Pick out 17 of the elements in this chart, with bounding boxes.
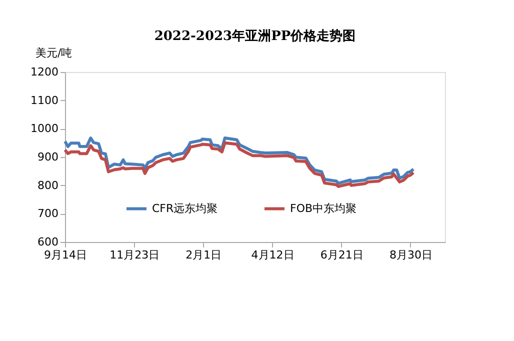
legend-label: FOB中东均聚 <box>290 202 357 215</box>
x-tick-label: 2月1日 <box>186 248 222 262</box>
y-tick-label: 700 <box>38 207 58 220</box>
y-tick-label: 900 <box>38 150 58 164</box>
x-tick-label: 6月21日 <box>320 248 364 262</box>
chart-title: 2022-2023年亚洲PP价格走势图 <box>154 28 356 44</box>
legend-label: CFR远东均聚 <box>152 202 218 215</box>
y-tick-label: 600 <box>38 236 58 248</box>
y-tick-label: 1200 <box>30 66 58 78</box>
x-tick-label: 8月30日 <box>389 248 432 262</box>
y-tick-label: 800 <box>38 178 58 192</box>
x-tick-label: 11月23日 <box>110 248 160 262</box>
y-tick-label: 1000 <box>30 122 58 136</box>
x-tick-label: 9月14日 <box>44 248 87 262</box>
x-tick-label: 4月12日 <box>251 248 294 262</box>
y-axis-title: 美元/吨 <box>36 46 72 60</box>
y-tick-label: 1100 <box>30 94 58 107</box>
